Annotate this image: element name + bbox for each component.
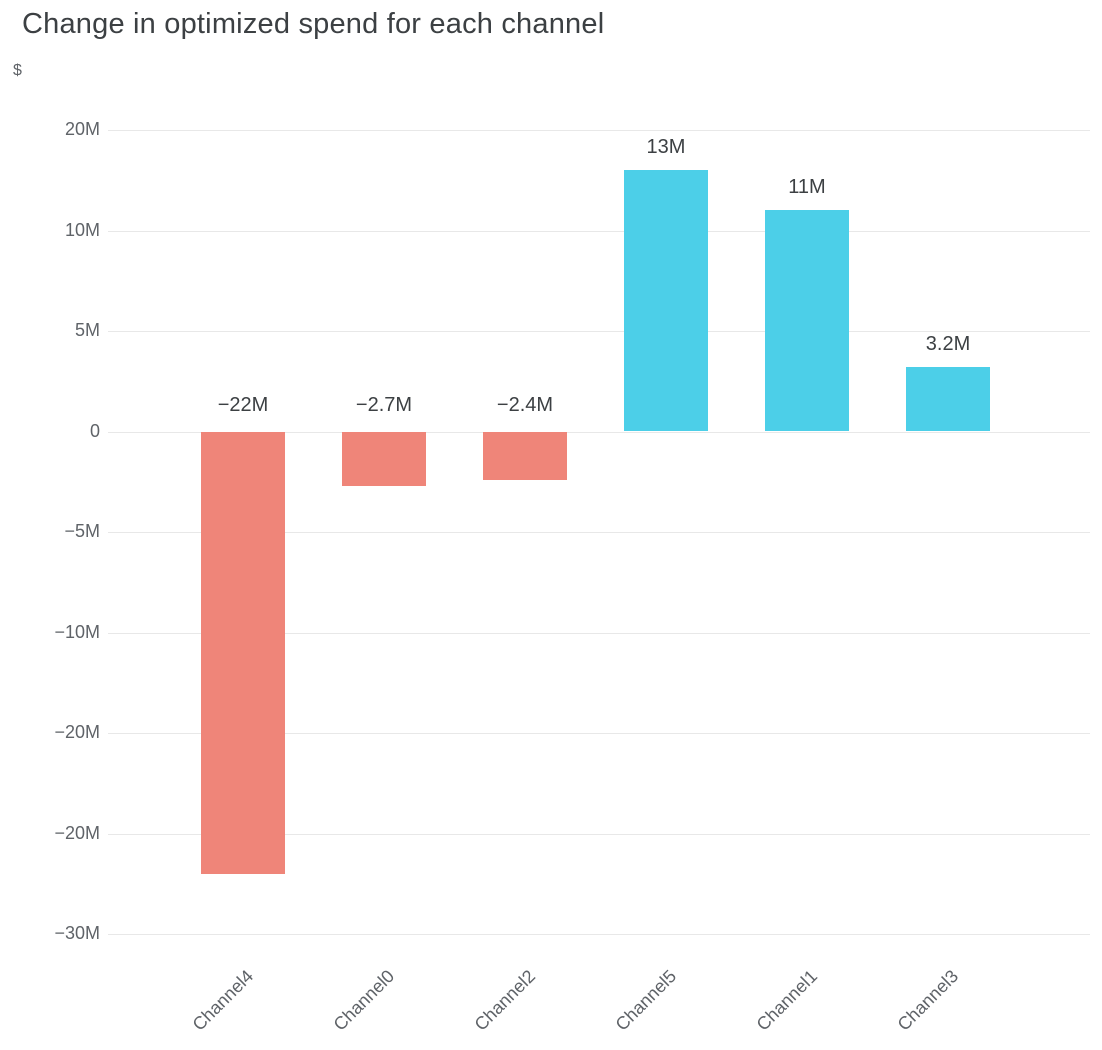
y-gridline: [108, 532, 1090, 533]
bar-positive: [765, 210, 849, 432]
y-gridline: [108, 934, 1090, 935]
x-axis-tick-label: Channel4: [188, 966, 258, 1035]
bar-negative: [201, 431, 285, 874]
bar-value-label: −22M: [217, 393, 269, 416]
y-axis-tick-label: 10M: [64, 219, 100, 240]
x-axis-tick-label: Channel2: [470, 966, 540, 1035]
y-gridline: [108, 632, 1090, 634]
y-gridline: [108, 331, 1090, 332]
y-axis-tick-label: 5M: [74, 320, 100, 340]
bar-negative: [342, 431, 426, 486]
y-axis-tick-label: −30M: [54, 923, 100, 943]
bar-value-label: 13M: [646, 136, 686, 159]
y-gridline: [108, 230, 1090, 232]
y-axis-tick-label: −10M: [54, 621, 100, 642]
y-gridline: [108, 733, 1090, 734]
bar-negative: [483, 431, 567, 480]
y-gridline: [108, 130, 1090, 131]
y-gridline: [108, 431, 1090, 433]
x-axis-tick-label: Channel0: [329, 966, 399, 1035]
bar-value-label: 3.2M: [925, 333, 971, 356]
chart-title: Change in optimized spend for each chann…: [22, 8, 605, 40]
y-axis-tick-label: 0: [89, 420, 100, 441]
y-gridline: [108, 833, 1090, 835]
y-axis-unit-label: $: [13, 62, 22, 79]
y-axis-tick-label: −20M: [54, 722, 100, 742]
bar-value-label: −2.4M: [496, 393, 554, 416]
bar-value-label: 11M: [788, 176, 826, 199]
x-axis-tick-label: Channel3: [893, 966, 963, 1035]
bar-value-label: −2.7M: [355, 393, 413, 416]
y-axis-tick-label: 20M: [64, 119, 100, 139]
x-axis-tick-label: Channel1: [752, 966, 822, 1035]
bar-positive: [624, 170, 708, 432]
y-axis-tick-label: −5M: [64, 521, 100, 541]
y-axis-tick-label: −20M: [54, 822, 100, 843]
x-axis-tick-label: Channel5: [611, 966, 681, 1035]
bar-positive: [906, 367, 990, 432]
